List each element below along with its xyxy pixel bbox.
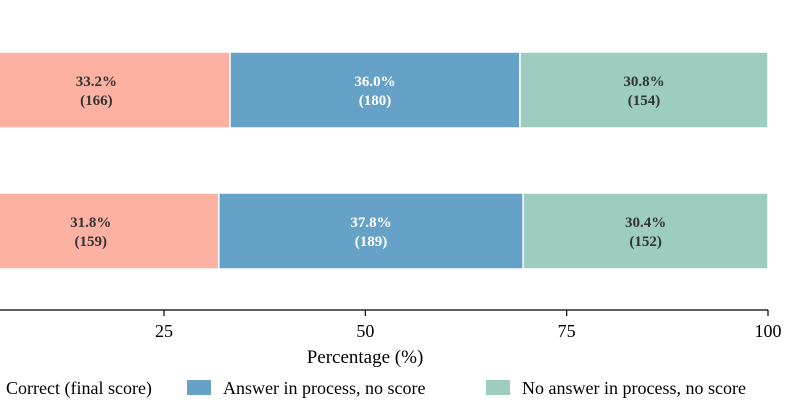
segment-count-label: (166) bbox=[80, 93, 113, 109]
bar-segment bbox=[0, 192, 220, 270]
legend-swatch bbox=[486, 380, 510, 395]
legend-label: Answer in process, no score bbox=[223, 378, 425, 398]
x-tick-label: 25 bbox=[155, 321, 173, 341]
bar-segment bbox=[522, 192, 769, 270]
bar-segment bbox=[218, 192, 524, 270]
bar-segment bbox=[0, 51, 231, 129]
bar-row-1: 33.2% (166) 36.0% (180) 30.8% (154) bbox=[0, 51, 769, 129]
segment-count-label: (152) bbox=[629, 234, 662, 250]
segment-count-label: (159) bbox=[74, 234, 107, 250]
x-tick-label: 75 bbox=[558, 321, 576, 341]
segment-percent-label: 30.8% bbox=[623, 74, 664, 90]
segment-count-label: (154) bbox=[628, 93, 661, 109]
x-tick-label: 100 bbox=[755, 321, 782, 341]
bar-row-2: 31.8% (159) 37.8% (189) 30.4% (152) bbox=[0, 192, 769, 270]
bar-segment bbox=[229, 51, 521, 129]
x-axis: 25 50 75 100 bbox=[0, 309, 782, 341]
segment-percent-label: 33.2% bbox=[76, 74, 117, 90]
bar-segment bbox=[519, 51, 769, 129]
bars-layer: 33.2% (166) 36.0% (180) 30.8% (154) 31.8% (159)… bbox=[0, 51, 769, 270]
legend-label: No answer in process, no score bbox=[522, 378, 746, 398]
x-axis-title: Percentage (%) bbox=[307, 347, 424, 368]
segment-percent-label: 37.8% bbox=[350, 215, 391, 231]
legend-label: Correct (final score) bbox=[6, 378, 152, 399]
segment-percent-label: 30.4% bbox=[625, 215, 666, 231]
segment-percent-label: 36.0% bbox=[354, 74, 395, 90]
segment-count-label: (189) bbox=[355, 234, 388, 250]
legend-swatch bbox=[187, 380, 211, 395]
legend: Correct (final score) Answer in process, … bbox=[6, 378, 746, 399]
segment-percent-label: 31.8% bbox=[70, 215, 111, 231]
x-tick-label: 50 bbox=[356, 321, 374, 341]
segment-count-label: (180) bbox=[359, 93, 392, 109]
